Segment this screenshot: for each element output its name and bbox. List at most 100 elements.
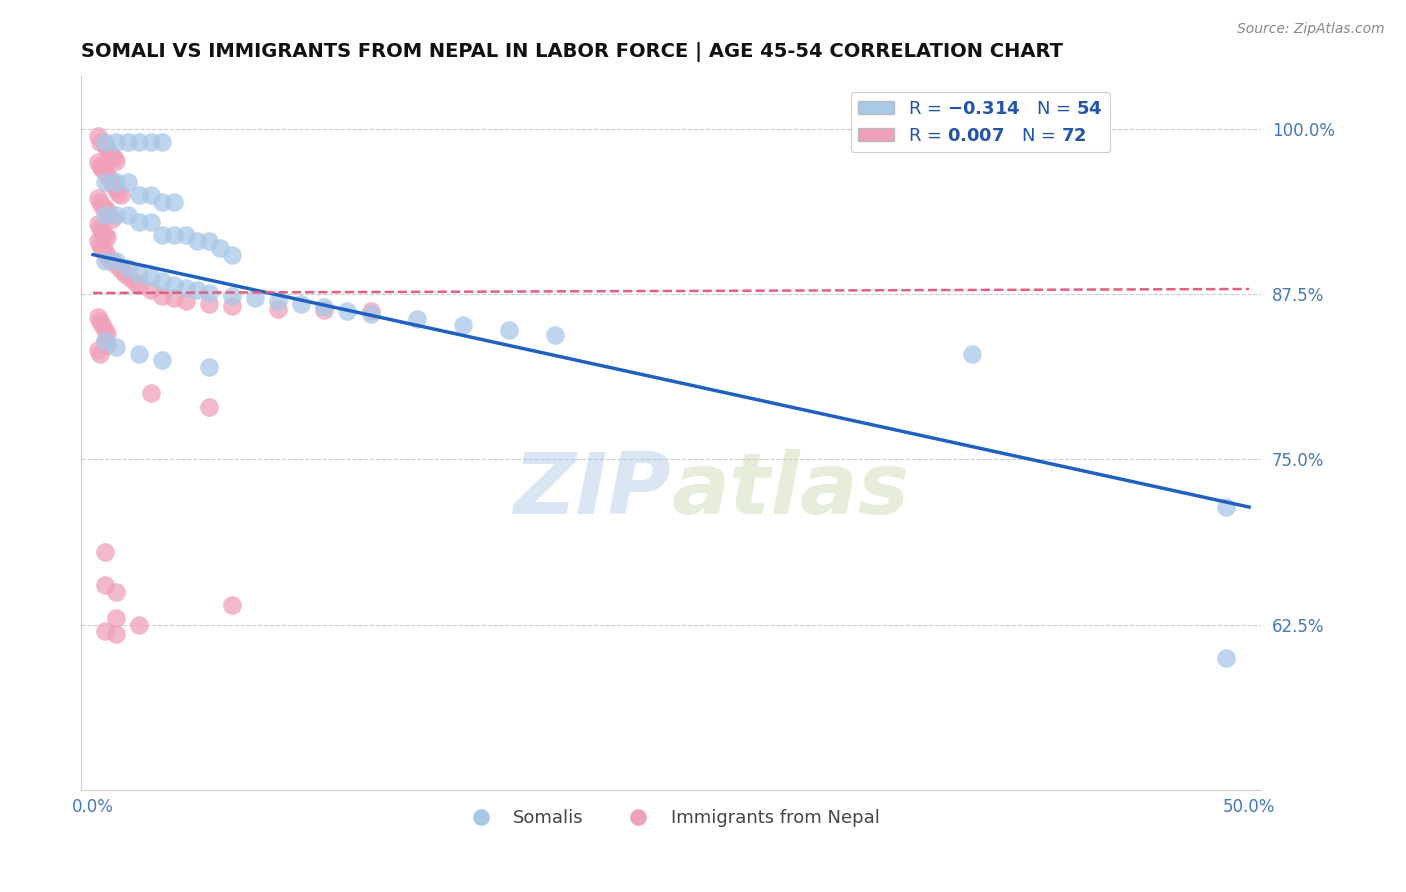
Point — [405, 312, 427, 326]
Point — [544, 328, 567, 343]
Point — [1215, 500, 1237, 514]
Point — [110, 188, 132, 202]
Point — [103, 178, 125, 192]
Point — [314, 301, 336, 315]
Point — [174, 281, 197, 295]
Point — [267, 301, 290, 316]
Point — [128, 268, 150, 282]
Text: atlas: atlas — [671, 449, 910, 532]
Point — [93, 175, 115, 189]
Text: ZIP: ZIP — [513, 449, 671, 532]
Point — [117, 260, 139, 275]
Point — [163, 227, 186, 242]
Point — [360, 304, 382, 318]
Point — [91, 241, 114, 255]
Text: Source: ZipAtlas.com: Source: ZipAtlas.com — [1237, 22, 1385, 37]
Point — [93, 254, 115, 268]
Point — [152, 194, 174, 209]
Point — [105, 584, 128, 599]
Point — [86, 343, 108, 357]
Point — [128, 214, 150, 228]
Point — [98, 208, 121, 222]
Point — [498, 323, 520, 337]
Point — [89, 136, 111, 150]
Point — [197, 235, 219, 249]
Point — [89, 221, 111, 235]
Point — [105, 340, 128, 354]
Point — [174, 293, 197, 308]
Point — [152, 288, 174, 302]
Point — [117, 136, 139, 150]
Point — [93, 202, 115, 216]
Point — [314, 303, 336, 318]
Point — [124, 276, 146, 290]
Point — [100, 211, 122, 226]
Point — [96, 326, 118, 341]
Point — [186, 235, 208, 249]
Point — [152, 274, 174, 288]
Point — [93, 578, 115, 592]
Point — [100, 254, 122, 268]
Point — [105, 208, 128, 222]
Point — [86, 217, 108, 231]
Point — [107, 186, 129, 200]
Point — [128, 347, 150, 361]
Point — [89, 238, 111, 252]
Point — [93, 164, 115, 178]
Point — [93, 227, 115, 242]
Point — [128, 278, 150, 293]
Point — [174, 227, 197, 242]
Point — [197, 296, 219, 310]
Point — [96, 169, 118, 183]
Legend: Somalis, Immigrants from Nepal: Somalis, Immigrants from Nepal — [456, 802, 887, 834]
Point — [86, 235, 108, 249]
Point — [197, 400, 219, 414]
Point — [98, 145, 121, 160]
Point — [89, 159, 111, 173]
Point — [93, 334, 115, 348]
Text: SOMALI VS IMMIGRANTS FROM NEPAL IN LABOR FORCE | AGE 45-54 CORRELATION CHART: SOMALI VS IMMIGRANTS FROM NEPAL IN LABOR… — [82, 42, 1063, 62]
Point — [128, 617, 150, 632]
Point — [960, 347, 983, 361]
Point — [186, 283, 208, 297]
Point — [128, 136, 150, 150]
Point — [86, 191, 108, 205]
Point — [118, 271, 141, 285]
Point — [105, 136, 128, 150]
Point — [96, 247, 118, 261]
Point — [91, 318, 114, 332]
Point — [197, 359, 219, 374]
Point — [117, 175, 139, 189]
Point — [93, 136, 115, 150]
Point — [290, 296, 312, 310]
Point — [96, 230, 118, 244]
Point — [89, 194, 111, 209]
Point — [139, 214, 162, 228]
Point — [110, 263, 132, 277]
Point — [86, 155, 108, 169]
Point — [98, 252, 121, 266]
Point — [105, 175, 128, 189]
Point — [93, 624, 115, 639]
Point — [89, 347, 111, 361]
Point — [163, 278, 186, 293]
Point — [100, 148, 122, 162]
Point — [267, 293, 290, 308]
Point — [93, 334, 115, 348]
Point — [152, 227, 174, 242]
Point — [96, 142, 118, 156]
Point — [139, 270, 162, 285]
Point — [163, 194, 186, 209]
Point — [221, 598, 243, 612]
Point — [96, 204, 118, 219]
Point — [451, 318, 474, 332]
Point — [1215, 650, 1237, 665]
Point — [105, 611, 128, 625]
Point — [221, 247, 243, 261]
Point — [93, 545, 115, 559]
Point — [89, 314, 111, 328]
Point — [243, 291, 266, 305]
Point — [139, 283, 162, 297]
Point — [105, 153, 128, 168]
Point — [103, 151, 125, 165]
